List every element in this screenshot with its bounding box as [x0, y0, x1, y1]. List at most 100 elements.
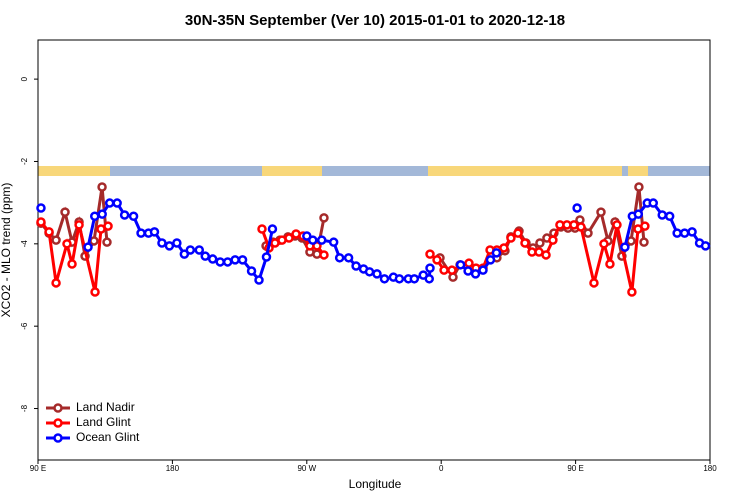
data-point [89, 211, 100, 221]
legend-marker [53, 433, 63, 443]
data-point [157, 238, 167, 248]
x-tick-label: 180 [166, 464, 180, 473]
data-point [572, 203, 582, 213]
data-point [36, 217, 46, 227]
y-tick-label: -6 [20, 322, 29, 330]
data-point [44, 227, 54, 237]
data-point [664, 211, 675, 221]
data-point [319, 250, 329, 260]
legend-marker [53, 403, 63, 413]
data-point [136, 228, 146, 238]
data-point [104, 198, 115, 208]
data-point [128, 211, 139, 221]
data-point [89, 236, 99, 246]
data-point [626, 236, 636, 246]
legend-marker [53, 418, 63, 428]
data-point [83, 242, 93, 252]
data-point [62, 239, 72, 249]
x-axis-label: Longitude [349, 477, 402, 491]
data-point [657, 210, 667, 220]
data-point [394, 274, 405, 284]
data-point [589, 278, 599, 288]
data-point [425, 263, 435, 273]
land-strip [262, 166, 322, 176]
data-point [185, 245, 196, 255]
data-point [687, 227, 697, 237]
data-point [103, 221, 113, 231]
data-point [506, 233, 516, 243]
data-point [246, 266, 257, 276]
x-tick-label: 90 E [567, 464, 583, 473]
data-point [648, 198, 659, 208]
data-point [535, 238, 545, 248]
data-point [605, 259, 615, 269]
data-point [576, 222, 586, 232]
data-point [470, 269, 481, 279]
data-point [463, 266, 473, 276]
data-point [478, 265, 488, 275]
data-point [596, 207, 606, 217]
data-point [36, 203, 46, 213]
data-point [541, 250, 551, 260]
x-tick-label: 90 E [30, 464, 46, 473]
data-point [513, 228, 523, 238]
data-point [583, 228, 593, 238]
x-tick-label: 0 [439, 464, 444, 473]
x-tick-label: 180 [703, 464, 717, 473]
data-point [67, 259, 77, 269]
y-tick-label: -4 [20, 240, 29, 248]
chart-title: 30N-35N September (Ver 10) 2015-01-01 to… [185, 12, 565, 29]
data-point [222, 257, 233, 267]
data-point [679, 228, 690, 238]
plot-frame [37, 39, 711, 461]
data-point [319, 213, 329, 223]
data-point [284, 233, 294, 243]
data-point [425, 249, 435, 259]
data-point [439, 265, 449, 275]
data-point [97, 182, 107, 192]
data-point [51, 235, 61, 245]
data-point [409, 274, 420, 284]
data-point [200, 251, 211, 261]
x-tick-label: 90 W [297, 464, 316, 473]
land-strip [428, 166, 622, 176]
data-point [343, 253, 354, 263]
data-point [520, 238, 530, 248]
land-strip [628, 166, 648, 176]
data-point [230, 255, 240, 265]
data-point [334, 253, 345, 263]
data-point [102, 237, 112, 247]
data-point [700, 241, 711, 251]
data-point [60, 207, 70, 217]
data-point [149, 227, 160, 237]
land-strip [38, 166, 110, 176]
data-point [447, 265, 457, 275]
data-point [172, 238, 182, 248]
data-point [634, 182, 644, 192]
data-point [257, 224, 267, 234]
data-point [207, 254, 218, 264]
data-point [491, 248, 502, 258]
data-point [455, 260, 466, 270]
data-point [424, 274, 435, 284]
data-point [372, 269, 382, 279]
data-point [112, 198, 122, 208]
data-point [620, 242, 630, 252]
data-point [328, 237, 339, 247]
legend-label: Land Glint [76, 415, 131, 429]
legend-label: Ocean Glint [76, 430, 140, 444]
data-point [51, 278, 61, 288]
data-point [267, 224, 278, 234]
data-point [308, 235, 318, 245]
data-point [237, 255, 248, 265]
data-point [640, 221, 650, 231]
data-point [351, 261, 361, 271]
data-point [548, 235, 558, 245]
data-point [164, 241, 175, 251]
data-point [179, 249, 190, 259]
data-point [194, 245, 205, 255]
land-mask [38, 166, 710, 176]
data-point [97, 209, 107, 219]
